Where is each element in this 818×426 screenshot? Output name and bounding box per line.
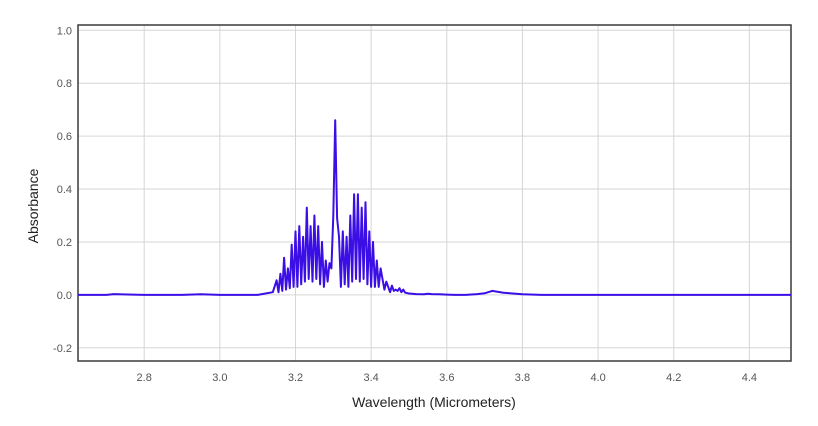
y-axis-title: Absorbance (25, 168, 41, 243)
absorbance-series-line (78, 119, 791, 296)
x-tick-label: 3.6 (439, 372, 454, 384)
y-tick-label: 0.6 (57, 131, 72, 143)
x-tick-label: 3.8 (515, 372, 530, 384)
y-tick-label: 1.0 (57, 25, 72, 37)
x-tick-label: 4.4 (742, 372, 757, 384)
x-tick-label: 4.0 (590, 372, 605, 384)
y-tick-label: 0.2 (57, 237, 72, 249)
y-tick-label: 0.8 (57, 78, 72, 90)
x-axis-title: Wavelength (Micrometers) (352, 394, 516, 410)
x-tick-label: 3.2 (288, 372, 303, 384)
x-tick-label: 4.2 (666, 372, 681, 384)
y-tick-label: -0.2 (53, 343, 72, 355)
x-tick-label: 3.0 (212, 372, 227, 384)
plot-area-frame (77, 24, 792, 362)
x-tick-label: 2.8 (137, 372, 152, 384)
grid (78, 25, 791, 361)
y-tick-label: 0.0 (57, 290, 72, 302)
y-tick-label: 0.4 (57, 184, 72, 196)
tick-labels: 2.8 3.0 3.2 3.4 3.6 3.8 4.0 4.2 4.4 -0.2 0.0 0.2 0.4… (53, 25, 757, 384)
x-tick-label: 3.4 (363, 372, 378, 384)
